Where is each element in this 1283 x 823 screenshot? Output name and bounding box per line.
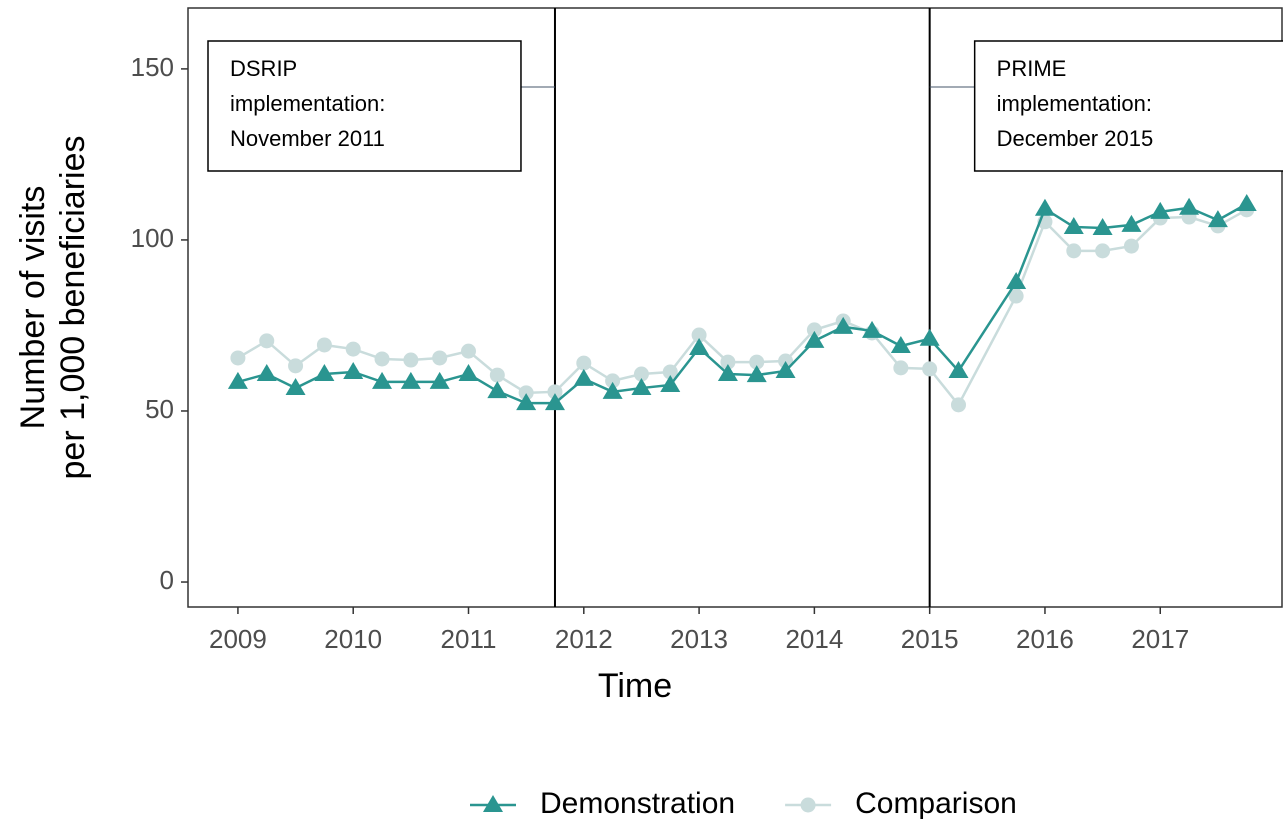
point [893,360,909,376]
x-tick-label: 2011 [441,624,497,654]
point [660,374,681,392]
point [345,341,361,357]
annotation-text: implementation: [230,91,385,116]
x-tick-label: 2009 [209,624,267,654]
point [775,360,796,378]
annotation-box [973,40,1283,172]
point [948,360,969,378]
point [1008,288,1024,304]
point [547,384,563,400]
point [806,322,822,338]
point [1066,243,1082,259]
x-tick-label: 2013 [670,624,728,654]
x-tick-label: 2012 [555,624,613,654]
annotation-box [207,40,522,172]
point [429,371,450,389]
point [403,352,419,368]
panel-border [187,7,1283,608]
point [890,335,911,353]
point [374,351,390,367]
point [749,354,765,370]
point [230,350,246,366]
annotation-text: PRIME [997,56,1067,81]
point [400,371,421,389]
y-tick-label: 100 [131,223,174,253]
point [1063,216,1084,234]
x-tick-label: 2017 [1131,624,1189,654]
point [720,354,736,370]
point [576,355,592,371]
point [746,365,767,383]
x-axis-title: Time [598,667,672,705]
point [804,330,825,348]
point [288,358,304,374]
y-tick-label: 150 [131,52,174,82]
point [862,320,883,338]
point [1092,217,1113,235]
x-tick-label: 2016 [1016,624,1074,654]
point [1207,210,1228,228]
y-axis-title-line: per 1,000 beneficiaries [54,135,92,479]
legend-label: Comparison [855,787,1017,820]
point [833,316,854,334]
point [1006,272,1027,290]
point [1121,214,1142,232]
point [1150,201,1171,219]
point [285,378,306,396]
point [256,364,277,382]
annotation-text: December 2015 [997,126,1154,151]
point [1236,194,1257,212]
point [919,328,940,346]
legend-marker [483,795,503,812]
point [461,343,477,359]
annotation-text: implementation: [997,91,1152,116]
point [1095,243,1111,259]
y-axis-title-line: Number of visits [14,186,52,430]
x-tick-label: 2015 [901,624,959,654]
point [259,333,275,349]
point [516,393,537,411]
y-tick-label: 0 [160,565,174,595]
point [1179,197,1200,215]
point [573,368,594,386]
point [922,361,938,377]
x-tick-label: 2014 [785,624,843,654]
point [372,371,393,389]
y-tick-label: 50 [145,394,174,424]
point [227,371,248,389]
point [950,397,966,413]
point [314,364,335,382]
x-tick-label: 2010 [324,624,382,654]
point [1123,238,1139,254]
point [662,364,678,380]
legend-marker [800,797,816,813]
legend-label: Demonstration [540,787,735,820]
point [602,381,623,399]
point [605,373,621,389]
point [1034,198,1055,216]
y-axis-title: Number of visitsper 1,000 beneficiaries [14,135,92,479]
point [432,350,448,366]
annotation-text: DSRIP [230,56,297,81]
point [487,381,508,399]
point [691,327,707,343]
annotation-text: November 2011 [230,126,385,151]
point [689,338,710,356]
point [518,385,534,401]
point [489,367,505,383]
point [316,337,332,353]
point [458,364,479,382]
point [717,364,738,382]
point [631,378,652,396]
point [633,366,649,382]
point [343,361,364,379]
point [544,393,565,411]
